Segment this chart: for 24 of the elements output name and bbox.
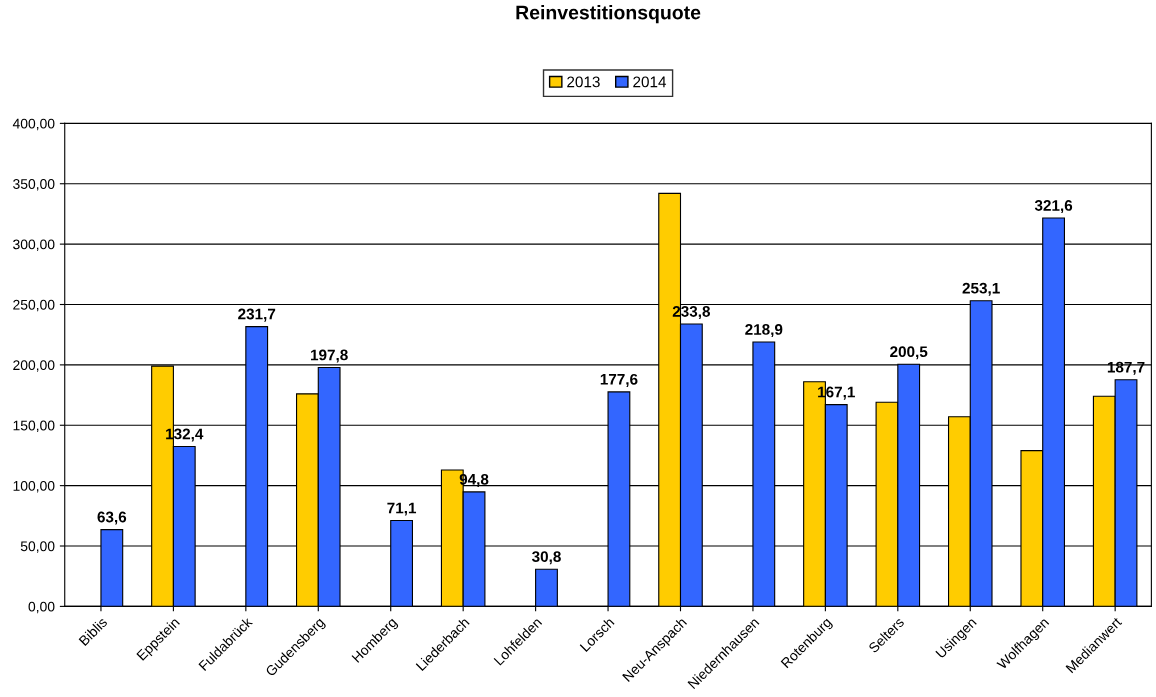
data-label: 218,9: [745, 324, 783, 338]
y-tick-label: 150,00: [13, 420, 55, 433]
data-label: 200,5: [890, 346, 928, 360]
data-label: 71,1: [387, 502, 417, 516]
y-tick-label: 50,00: [20, 541, 55, 553]
bar: [535, 568, 558, 607]
y-tick-label: 350,00: [13, 179, 55, 191]
y-tick-label: 0,00: [28, 601, 55, 614]
chart-title: Reinvestitionsquote: [516, 5, 701, 24]
y-tick-label: 200,00: [13, 360, 55, 372]
data-label: 321,6: [1034, 200, 1073, 214]
data-label: 253,1: [962, 282, 1000, 296]
legend-label: 2013: [567, 76, 600, 88]
data-label: 187,7: [1107, 361, 1145, 375]
data-label: 63,6: [97, 511, 127, 525]
legend-label: 2014: [633, 76, 667, 88]
y-tick-label: 400,00: [12, 118, 55, 131]
y-tick-label: 250,00: [13, 299, 55, 312]
data-label: 177,6: [600, 373, 638, 387]
data-label: 30,8: [531, 551, 561, 565]
data-label: 197,8: [311, 349, 348, 363]
data-label: 231,7: [238, 308, 276, 322]
y-tick-label: 300,00: [13, 239, 55, 251]
y-tick-label: 100,00: [13, 480, 55, 493]
